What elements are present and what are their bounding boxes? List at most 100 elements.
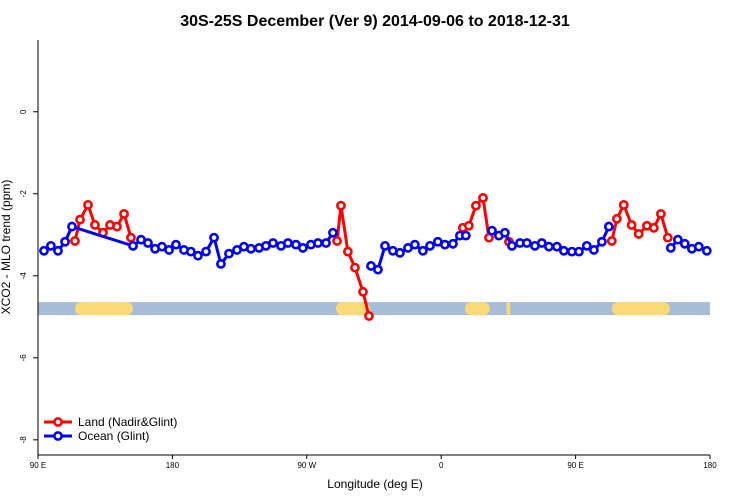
point [521, 238, 532, 248]
x-tick-label: 180 [166, 461, 180, 470]
point [75, 214, 85, 225]
point [366, 261, 376, 271]
point [544, 241, 554, 252]
point [606, 236, 617, 246]
point [45, 240, 56, 251]
point [70, 236, 80, 246]
point [364, 311, 374, 321]
point [328, 227, 338, 238]
point [164, 245, 174, 255]
y-tick-label: -6 [19, 354, 28, 362]
point [574, 246, 584, 257]
point [679, 238, 690, 249]
point [283, 238, 293, 248]
point [350, 262, 360, 273]
x-tick-label: 90 W [297, 461, 316, 470]
point [39, 245, 49, 256]
point [448, 238, 458, 249]
series-line [73, 194, 670, 317]
legend-label: Ocean (Glint) [78, 429, 149, 443]
point [185, 246, 196, 257]
land-segment [335, 302, 370, 316]
point [581, 240, 592, 251]
point [693, 241, 704, 252]
point [143, 238, 153, 248]
point [487, 225, 497, 236]
point [603, 221, 614, 232]
point [409, 239, 420, 250]
point [633, 229, 644, 239]
point [373, 264, 383, 275]
point [128, 240, 138, 251]
point [460, 230, 471, 241]
series-line [43, 224, 708, 272]
y-tick-label: -4 [19, 272, 28, 280]
point [611, 213, 622, 224]
point [342, 246, 353, 257]
land-segment [506, 302, 511, 316]
point [463, 220, 474, 231]
legend-label: Land (Nadir&Glint) [78, 415, 177, 429]
point [499, 227, 510, 238]
land-segment [611, 302, 670, 316]
point [83, 199, 93, 210]
point [332, 236, 342, 246]
land-segment [74, 302, 134, 316]
y-axis-label: XCO2 - MLO trend (ppm) [0, 180, 13, 315]
point [626, 220, 637, 230]
point [536, 238, 547, 248]
point [597, 236, 607, 247]
x-axis-label: Longitude (deg E) [327, 477, 422, 491]
point [358, 286, 368, 297]
point [380, 240, 390, 251]
point [558, 245, 569, 256]
y-tick-label: 0 [19, 109, 28, 114]
point [336, 200, 346, 211]
point [665, 243, 676, 253]
point [648, 222, 659, 233]
point [90, 220, 100, 230]
point [672, 234, 683, 245]
point [60, 236, 70, 247]
point [268, 238, 278, 248]
point [193, 250, 203, 261]
x-tick-label: 90 E [567, 461, 583, 470]
point [588, 245, 599, 255]
point [313, 238, 323, 248]
point [418, 245, 428, 256]
point [119, 208, 129, 219]
point [112, 221, 122, 232]
point [224, 248, 234, 259]
point [321, 238, 331, 248]
land-segment [464, 302, 490, 316]
point [507, 240, 517, 251]
chart-title: 30S-25S December (Ver 9) 2014-09-06 to 2… [180, 13, 570, 30]
y-tick-label: -8 [19, 436, 28, 444]
point [201, 246, 211, 257]
point [478, 192, 488, 203]
point [701, 245, 712, 256]
point [471, 200, 481, 211]
point [53, 245, 63, 256]
point [425, 240, 435, 251]
y-tick-label: -2 [19, 190, 28, 198]
point [209, 232, 219, 243]
point [440, 239, 450, 250]
point [126, 232, 136, 243]
x-tick-label: 90 E [30, 461, 46, 470]
point [662, 232, 673, 243]
point [552, 241, 562, 252]
legend-marker [53, 431, 63, 441]
x-tick-label: 0 [439, 461, 444, 470]
point [395, 247, 405, 258]
point [656, 208, 666, 219]
point [216, 259, 226, 269]
ocean-strip [38, 302, 710, 316]
point [67, 221, 77, 232]
legend-marker [53, 417, 63, 427]
point [618, 199, 629, 210]
point [246, 243, 256, 254]
x-tick-label: 180 [703, 461, 717, 470]
point [171, 239, 181, 250]
